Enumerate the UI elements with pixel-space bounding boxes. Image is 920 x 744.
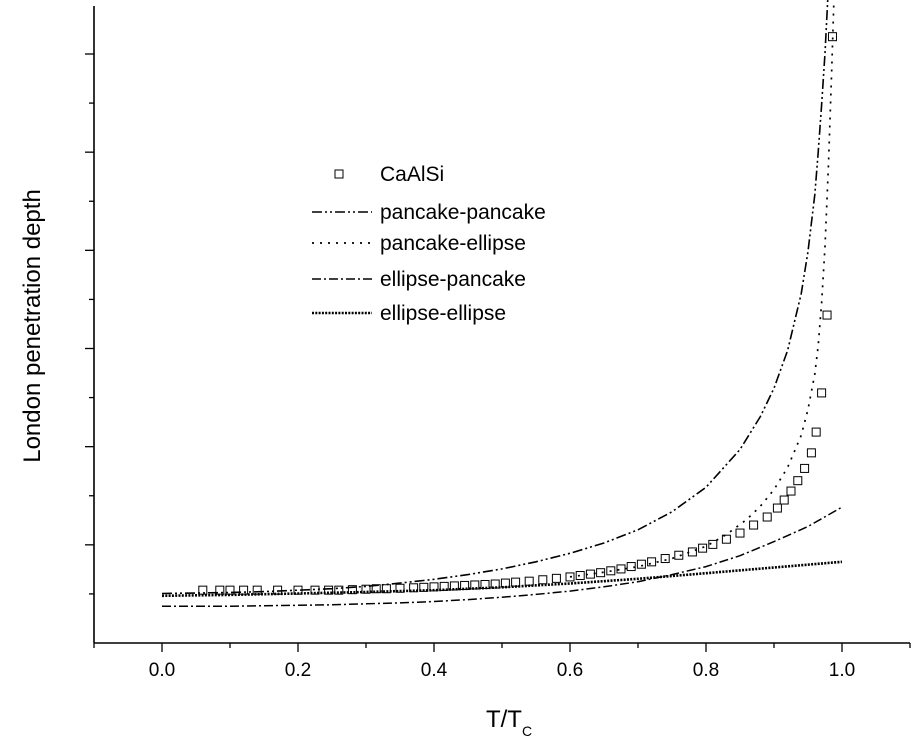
data-point xyxy=(779,495,789,505)
x-tick-label: 0.0 xyxy=(149,660,175,681)
legend-marker-caalsi xyxy=(334,169,344,179)
legend-label-ellipse-pancake: ellipse-pancake xyxy=(380,268,526,291)
series-line-ellipse-ellipse xyxy=(161,560,843,598)
x-axis-label: T/TC xyxy=(486,706,532,739)
data-point xyxy=(827,32,837,42)
x-tick-label: 0.6 xyxy=(557,660,583,681)
legend-label-caalsi: CaAlSi xyxy=(380,163,444,186)
data-point xyxy=(762,512,772,522)
data-point xyxy=(660,554,670,564)
y-axis-ticks xyxy=(85,53,94,595)
series-caalsi xyxy=(198,32,837,595)
legend-label-ellipse-ellipse: ellipse-ellipse xyxy=(380,302,506,325)
data-point xyxy=(698,543,708,553)
series-line-pancake-pancake xyxy=(161,0,829,595)
series-layer xyxy=(161,0,843,607)
data-point xyxy=(721,534,731,544)
data-point xyxy=(817,388,827,398)
data-point xyxy=(470,580,480,590)
x-axis-ticks: 0.0 0.2 0.4 0.6 0.8 1.0 xyxy=(93,643,911,681)
data-point xyxy=(647,557,657,567)
legend: CaAlSi pancake-pancake pancake-ellipse elli… xyxy=(312,163,546,325)
data-point xyxy=(565,572,575,582)
x-tick-label: 1.0 xyxy=(829,660,855,681)
x-axis-label-main: T/T xyxy=(486,706,522,733)
data-point xyxy=(239,585,249,595)
legend-label-pancake-pancake: pancake-pancake xyxy=(380,201,546,224)
y-axis-label: London penetration depth xyxy=(19,189,46,463)
legend-label-pancake-ellipse: pancake-ellipse xyxy=(380,232,526,255)
data-point xyxy=(551,573,561,583)
x-tick-label: 0.4 xyxy=(421,660,448,681)
data-point xyxy=(596,568,606,578)
data-point xyxy=(811,427,821,437)
data-point xyxy=(480,579,490,589)
series-line-ellipse-pancake xyxy=(162,506,843,607)
data-point xyxy=(674,550,684,560)
data-point xyxy=(334,585,344,595)
data-point xyxy=(511,577,521,587)
data-point xyxy=(616,564,626,574)
data-point xyxy=(636,559,646,569)
data-point xyxy=(806,448,816,458)
data-point xyxy=(800,463,810,473)
data-point xyxy=(626,562,636,572)
data-point xyxy=(225,585,235,595)
data-point xyxy=(687,547,697,557)
data-point xyxy=(449,581,459,591)
data-point xyxy=(524,576,534,586)
data-point xyxy=(772,503,782,513)
data-point xyxy=(575,571,585,581)
data-point xyxy=(786,486,796,496)
data-point xyxy=(735,528,745,538)
data-point xyxy=(749,520,759,530)
data-point xyxy=(606,566,616,576)
data-point xyxy=(822,310,832,320)
data-point xyxy=(198,585,208,595)
x-tick-label: 0.8 xyxy=(693,660,719,681)
data-point xyxy=(538,575,548,585)
data-point xyxy=(708,539,718,549)
data-point xyxy=(460,580,470,590)
series-line-pancake-ellipse xyxy=(569,0,835,578)
data-point xyxy=(324,585,334,595)
data-point xyxy=(793,476,803,486)
data-point xyxy=(490,579,500,589)
x-axis-label-subscript: C xyxy=(522,723,532,739)
x-tick-label: 0.2 xyxy=(285,660,311,681)
data-point xyxy=(252,585,262,595)
data-point xyxy=(361,584,371,594)
data-point xyxy=(347,585,357,595)
